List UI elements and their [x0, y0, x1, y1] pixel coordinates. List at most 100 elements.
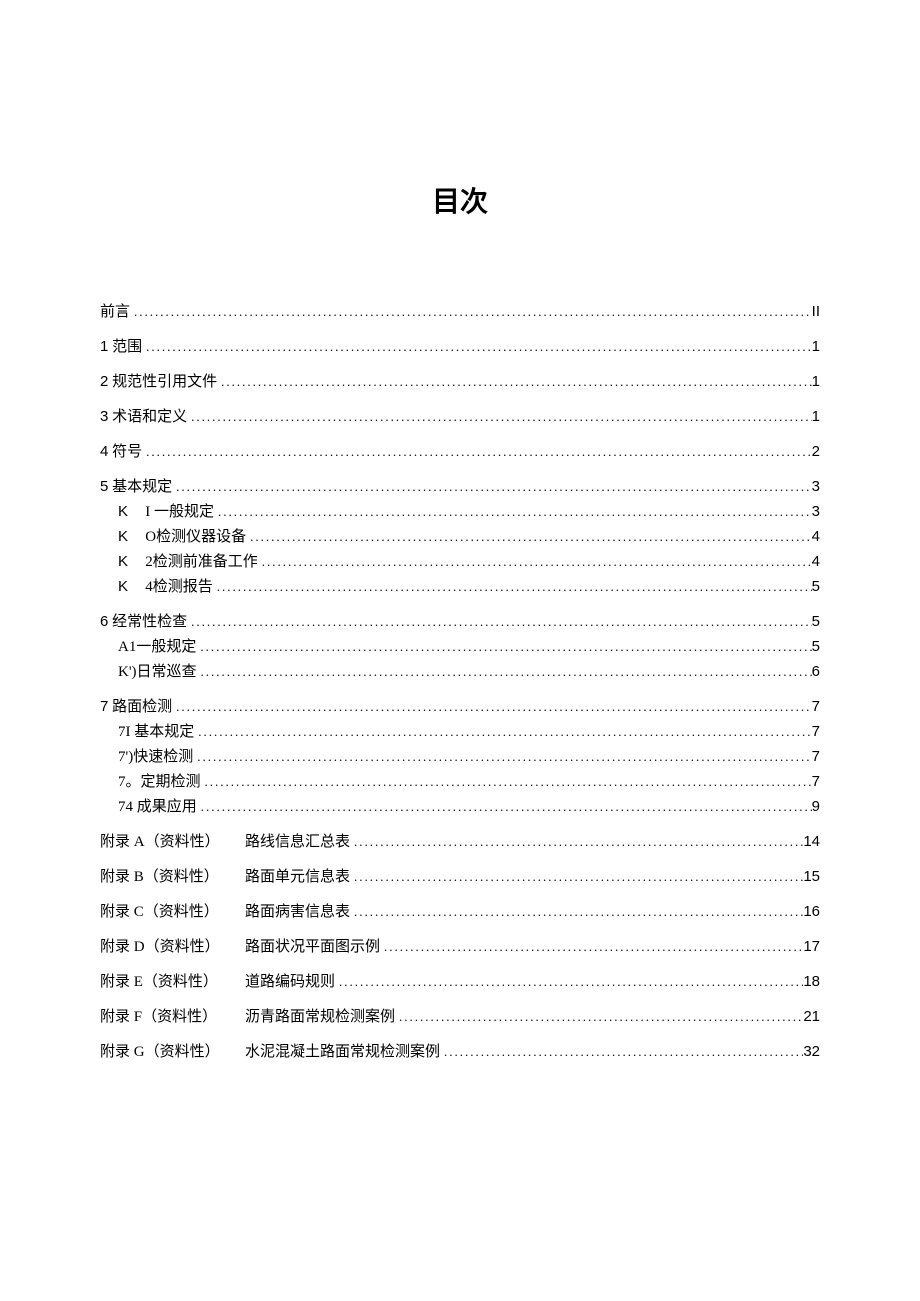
- toc-entry: K 2检测前准备工作 4: [100, 550, 820, 571]
- toc-entry: 7 路面检测 7: [100, 695, 820, 716]
- toc-entry: 3 术语和定义 1: [100, 405, 820, 426]
- toc-page-number: 7: [812, 748, 820, 765]
- toc-leader-dots: [350, 904, 803, 920]
- toc-label: 2 规范性引用文件: [100, 370, 217, 391]
- toc-entry: 附录 D（资料性）路面状况平面图示例17: [100, 935, 820, 956]
- toc-entry: 附录 A（资料性）路线信息汇总表 14: [100, 830, 820, 851]
- toc-page-number: 7: [812, 723, 820, 740]
- toc-page-number: 7: [812, 773, 820, 790]
- toc-page-number: 3: [812, 503, 820, 520]
- toc-entry: 附录 B（资料性）路面单元信息表 15: [100, 865, 820, 886]
- toc-label: 7 路面检测: [100, 695, 172, 716]
- toc-page-number: 6: [812, 663, 820, 680]
- toc-leader-dots: [214, 504, 812, 520]
- toc-page-number: 2: [812, 443, 820, 460]
- toc-entry: K 4检测报告5: [100, 575, 820, 596]
- toc-page-number: 18: [803, 973, 820, 990]
- toc-page-number: 3: [812, 478, 820, 495]
- toc-leader-dots: [194, 724, 811, 740]
- toc-entry: K')日常巡查 6: [100, 660, 820, 681]
- toc-leader-dots: [258, 554, 812, 570]
- toc-label: 附录 F（资料性）沥青路面常规检测案例: [100, 1005, 395, 1026]
- toc-sub-group: A1一般规定 5 K')日常巡查 6: [100, 635, 820, 681]
- toc-label: 7。定期检测: [118, 770, 201, 791]
- toc-label: 7I 基本规定: [118, 720, 194, 741]
- toc-label: 4 符号: [100, 440, 142, 461]
- toc-leader-dots: [395, 1009, 803, 1025]
- toc-leader-dots: [187, 614, 812, 630]
- toc-leader-dots: [380, 939, 803, 955]
- toc-leader-dots: [246, 529, 812, 545]
- toc-page-number: 5: [812, 613, 820, 630]
- toc-page-number: 4: [812, 528, 820, 545]
- toc-label: K 2检测前准备工作: [118, 550, 258, 571]
- toc-label: 附录 A（资料性）路线信息汇总表: [100, 830, 350, 851]
- toc-leader-dots: [217, 374, 812, 390]
- toc-label: 附录 C（资料性）路面病害信息表: [100, 900, 350, 921]
- toc-entry: 前言 II: [100, 300, 820, 321]
- toc-sub-group: 7I 基本规定 7 7')快速检测 7 7。定期检测 7 74 成果应用 9: [100, 720, 820, 816]
- toc-page-number: II: [812, 303, 820, 320]
- toc-page-number: 9: [812, 798, 820, 815]
- toc-leader-dots: [197, 664, 812, 680]
- toc-entry: 7。定期检测 7: [100, 770, 820, 791]
- toc-label: 7')快速检测: [118, 745, 193, 766]
- toc-leader-dots: [440, 1044, 803, 1060]
- toc-label: K I 一般规定: [118, 500, 214, 521]
- toc-entry: A1一般规定 5: [100, 635, 820, 656]
- toc-label: 前言: [100, 300, 130, 321]
- toc-entry: 附录 E（资料性）道路编码规则 18: [100, 970, 820, 991]
- toc-entry: 74 成果应用 9: [100, 795, 820, 816]
- toc-page-number: 21: [803, 1008, 820, 1025]
- toc-sub-group: K I 一般规定 3 K O检测仪器设备 4 K 2检测前准备工作 4 K 4检测报告5: [100, 500, 820, 596]
- toc-label: A1一般规定: [118, 635, 196, 656]
- toc-page-number: 4: [812, 553, 820, 570]
- toc-leader-dots: [142, 339, 812, 355]
- toc-page-number: 1: [812, 338, 820, 355]
- toc-leader-dots: [142, 444, 812, 460]
- toc-page-number: 14: [803, 833, 820, 850]
- toc-leader-dots: [187, 409, 812, 425]
- toc-label: 3 术语和定义: [100, 405, 187, 426]
- toc-leader-dots: [172, 479, 812, 495]
- toc-leader-dots: [350, 834, 803, 850]
- toc-entry: 5 基本规定 3: [100, 475, 820, 496]
- toc-label: 1 范围: [100, 335, 142, 356]
- toc-page-number: 7: [812, 698, 820, 715]
- toc-entry: 4 符号 2: [100, 440, 820, 461]
- toc-leader-dots: [335, 974, 803, 990]
- toc-page-number: 15: [803, 868, 820, 885]
- toc-entry: 附录 C（资料性）路面病害信息表 16: [100, 900, 820, 921]
- toc-label: 6 经常性检查: [100, 610, 187, 631]
- toc-entry: 附录 F（资料性）沥青路面常规检测案例 21: [100, 1005, 820, 1026]
- toc-entry: 6 经常性检查 5: [100, 610, 820, 631]
- toc-page-number: 5: [812, 638, 820, 655]
- toc-label: 附录 E（资料性）道路编码规则: [100, 970, 335, 991]
- toc-page-number: 16: [803, 903, 820, 920]
- toc-leader-dots: [197, 799, 812, 815]
- toc-label: K 4检测报告: [118, 575, 213, 596]
- toc-page-number: 32: [803, 1043, 820, 1060]
- toc-label: 5 基本规定: [100, 475, 172, 496]
- toc-page-number: 17: [803, 938, 820, 955]
- toc-leader-dots: [213, 579, 812, 595]
- toc-label: 74 成果应用: [118, 795, 197, 816]
- toc-label: 附录 G（资料性）水泥混凝土路面常规检测案例: [100, 1040, 440, 1061]
- toc-leader-dots: [130, 304, 812, 320]
- toc-label: K O检测仪器设备: [118, 525, 246, 546]
- toc-entry: 7')快速检测 7: [100, 745, 820, 766]
- toc-leader-dots: [350, 869, 803, 885]
- toc-page-number: 1: [812, 408, 820, 425]
- toc-entry: K I 一般规定 3: [100, 500, 820, 521]
- toc-page-number: 1: [812, 373, 820, 390]
- toc-entry: K O检测仪器设备 4: [100, 525, 820, 546]
- toc-label: K')日常巡查: [118, 660, 197, 681]
- toc-entry: 2 规范性引用文件 1: [100, 370, 820, 391]
- toc-leader-dots: [196, 639, 811, 655]
- toc-entry: 7I 基本规定 7: [100, 720, 820, 741]
- toc-container: 前言II1 范围12 规范性引用文件13 术语和定义14 符号25 基本规定3K…: [100, 300, 820, 1061]
- toc-title: 目次: [100, 180, 820, 220]
- toc-entry: 附录 G（资料性）水泥混凝土路面常规检测案例 32: [100, 1040, 820, 1061]
- toc-leader-dots: [201, 774, 812, 790]
- toc-label: 附录 B（资料性）路面单元信息表: [100, 865, 350, 886]
